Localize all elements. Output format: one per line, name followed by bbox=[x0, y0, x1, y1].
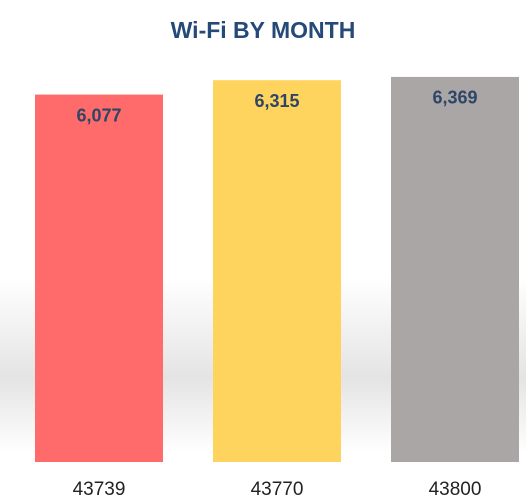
x-tick-label: 43800 bbox=[429, 479, 482, 500]
bar bbox=[213, 80, 341, 462]
data-label: 6,369 bbox=[432, 88, 477, 108]
bar bbox=[35, 94, 163, 463]
data-label: 6,077 bbox=[76, 105, 121, 125]
bar bbox=[391, 76, 519, 462]
x-tick-label: 43770 bbox=[251, 479, 304, 500]
chart-title: Wi-Fi BY MONTH bbox=[171, 17, 356, 43]
data-label: 6,315 bbox=[254, 91, 299, 111]
x-tick-label: 43739 bbox=[73, 479, 126, 500]
